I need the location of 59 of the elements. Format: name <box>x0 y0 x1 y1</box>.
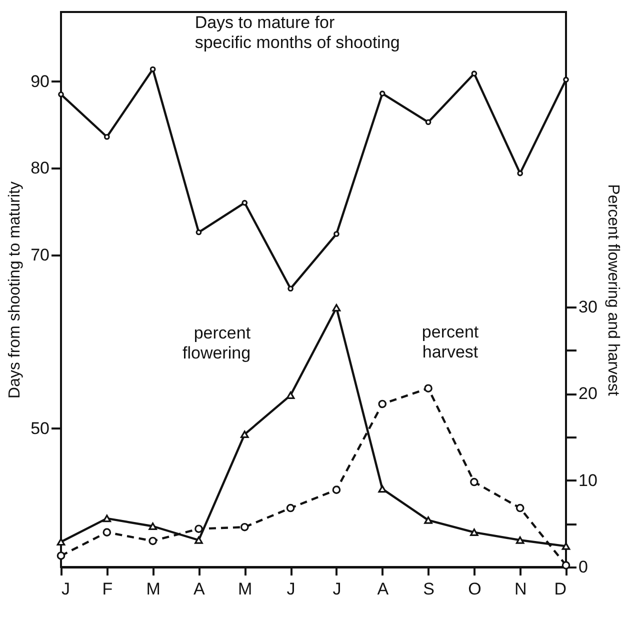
point <box>242 200 248 206</box>
x-tick-label: A <box>377 580 390 598</box>
series-label: percent harvest <box>422 322 479 362</box>
point <box>194 536 203 544</box>
point <box>148 522 157 530</box>
point <box>286 392 295 399</box>
x-tick-label: J <box>332 580 342 598</box>
x-tick-label: J <box>286 580 296 598</box>
y-tick-label: 70 <box>30 245 50 264</box>
x-tick-label: S <box>423 580 434 598</box>
text: Days to mature for specific months of shooting <box>194 13 400 52</box>
point <box>516 536 524 544</box>
point <box>286 504 295 512</box>
point <box>562 561 570 570</box>
x-tick-label: M <box>238 580 252 598</box>
point <box>150 66 156 72</box>
point <box>516 504 524 512</box>
point <box>102 528 112 536</box>
point <box>332 304 341 312</box>
point <box>332 486 341 494</box>
point <box>334 231 340 237</box>
x-tick-label: D <box>554 580 566 598</box>
point <box>378 400 387 408</box>
x-tick-label: A <box>194 580 206 598</box>
point <box>470 528 478 536</box>
x-tick-label: O <box>468 580 482 598</box>
point <box>56 552 66 560</box>
point <box>470 478 478 486</box>
y2-axis-title: Percent flowering and harvest <box>604 184 622 396</box>
y-tick-label: 90 <box>30 72 50 91</box>
point <box>102 514 112 522</box>
x-tick-label: N <box>514 580 527 598</box>
x-tick-label: F <box>102 580 113 598</box>
point <box>517 170 524 176</box>
point <box>196 229 202 236</box>
y2-tick-label: 30 <box>578 297 598 316</box>
point <box>148 536 157 546</box>
point <box>58 91 64 98</box>
point <box>104 134 110 140</box>
point <box>194 524 203 533</box>
y2-tick-label: 0 <box>578 558 588 576</box>
point <box>240 522 249 532</box>
point <box>379 90 386 96</box>
point <box>424 384 432 393</box>
x-tick-label: M <box>146 580 160 598</box>
point <box>378 485 387 493</box>
text: percent flowering <box>182 323 251 362</box>
y2-tick-label: 10 <box>578 470 598 490</box>
point <box>563 76 569 83</box>
point <box>471 70 478 76</box>
point <box>424 516 432 524</box>
point <box>425 119 432 126</box>
y2-tick-label: 20 <box>578 384 598 404</box>
y-axis-title: Days from shooting to maturity <box>6 182 24 398</box>
y-tick-label: 50 <box>30 418 50 438</box>
point <box>288 286 294 292</box>
point <box>240 430 249 438</box>
x-tick-label: J <box>62 580 70 598</box>
y-tick-label: 80 <box>30 158 50 178</box>
